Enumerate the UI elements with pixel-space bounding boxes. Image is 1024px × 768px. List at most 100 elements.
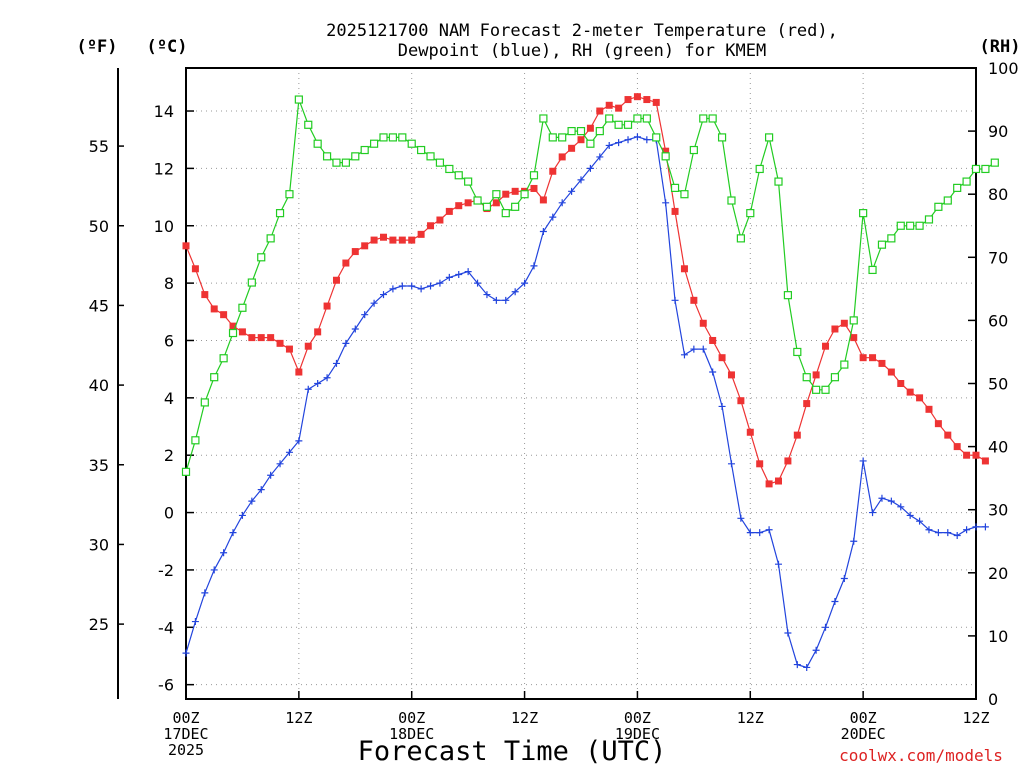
dewpoint-point (238, 511, 246, 519)
dewpoint-point (840, 575, 848, 583)
rh-point (934, 202, 943, 211)
dewpoint-point (229, 529, 237, 537)
temperature-point (662, 147, 670, 155)
temperature-point (539, 196, 547, 204)
rh-point (294, 95, 303, 104)
dewpoint-point (436, 279, 444, 287)
dewpoint-point (605, 141, 613, 149)
celsius-tick-label: 6 (164, 331, 174, 350)
temperature-point (304, 342, 312, 350)
temperature-point (248, 334, 256, 342)
rh-point (793, 347, 802, 357)
dewpoint-point (474, 279, 482, 287)
celsius-unit-label: (ºC) (147, 37, 188, 57)
rh-point (219, 354, 228, 363)
fahrenheit-tick-label: 35 (89, 456, 109, 475)
dewpoint-point (727, 460, 735, 468)
x-tick-label: 00Z (398, 709, 425, 727)
rh-point (849, 316, 858, 325)
dewpoint-point (521, 279, 529, 287)
temperature-point (944, 431, 952, 439)
rh-point (304, 120, 313, 129)
dewpoint-point (586, 164, 594, 172)
dewpoint-point (323, 374, 331, 382)
dewpoint-point (633, 133, 641, 141)
dewpoint-point (934, 529, 942, 537)
dewpoint-point (267, 471, 275, 479)
celsius-tick-label: 2 (164, 446, 174, 465)
rh-point (896, 221, 905, 230)
rh-tick-label: 40 (988, 438, 1008, 457)
temperature-point (925, 405, 933, 413)
x-tick-label: 12Z (737, 709, 764, 727)
dewpoint-point (944, 529, 952, 537)
dewpoint-point (455, 271, 463, 279)
rh-point (699, 114, 708, 123)
rh-point (200, 398, 209, 407)
rh-point (746, 209, 755, 218)
rh-point (680, 190, 689, 199)
temperature-point (323, 302, 331, 310)
temperature-point (389, 236, 397, 244)
fahrenheit-unit-label: (ºF) (77, 37, 118, 57)
rh-point (595, 126, 604, 136)
temperature-point (897, 380, 905, 387)
temperature-point (727, 371, 735, 379)
x-tick-label: 12Z (511, 709, 538, 727)
rh-point (351, 152, 360, 161)
dewpoint-point (549, 213, 557, 221)
temperature-point (276, 339, 284, 347)
temperature-point (850, 334, 858, 342)
dewpoint-point (304, 385, 312, 393)
dewpoint-point (389, 285, 397, 293)
rh-point (426, 152, 435, 161)
rh-point (840, 360, 849, 369)
dewpoint-point (662, 199, 670, 207)
celsius-tick-label: -4 (158, 618, 174, 637)
dewpoint-point (380, 291, 387, 299)
temperature-point (859, 354, 867, 362)
dewpoint-point (220, 549, 228, 557)
rh-point (482, 202, 492, 211)
rh-point (379, 133, 388, 142)
dewpoint-point (887, 497, 895, 505)
x-tick-label: 12Z (285, 709, 312, 727)
rh-point (558, 133, 567, 142)
rh-point (501, 209, 510, 218)
celsius-tick-label: 8 (164, 274, 174, 293)
temperature-point (981, 457, 989, 465)
temperature-point (812, 371, 820, 379)
temperature-point (257, 334, 265, 342)
temperature-point (840, 319, 848, 327)
fahrenheit-tick-label: 55 (89, 137, 109, 156)
dewpoint-point (398, 282, 406, 290)
dewpoint-point (709, 368, 717, 376)
dewpoint-point (981, 523, 989, 531)
dewpoint-point (248, 497, 256, 505)
rh-point (774, 177, 783, 186)
rh-point (210, 373, 219, 382)
rh-point (981, 164, 990, 174)
dewpoint-point (765, 526, 773, 534)
dewpoint-point (680, 351, 688, 359)
rh-point (473, 196, 482, 205)
temperature-point (558, 153, 566, 161)
dewpoint-point (530, 262, 538, 270)
rh-point (360, 145, 369, 155)
dewpoint-point (558, 199, 566, 207)
temperature-point (953, 443, 961, 451)
x-tick-label: 00Z (172, 709, 199, 727)
dewpoint-point (869, 509, 877, 517)
data-series (181, 93, 999, 671)
temperature-point (906, 388, 914, 396)
rh-point (915, 221, 924, 230)
temperature-point (793, 431, 801, 439)
temperature-point (699, 319, 707, 327)
rh-point (398, 133, 407, 142)
dewpoint-point (624, 136, 632, 144)
rh-unit-label: (RH) (980, 37, 1021, 57)
x-tick-label: 12Z (962, 709, 989, 727)
rh-point (859, 209, 868, 218)
grid-lines (186, 68, 976, 699)
rh-point (727, 196, 736, 205)
